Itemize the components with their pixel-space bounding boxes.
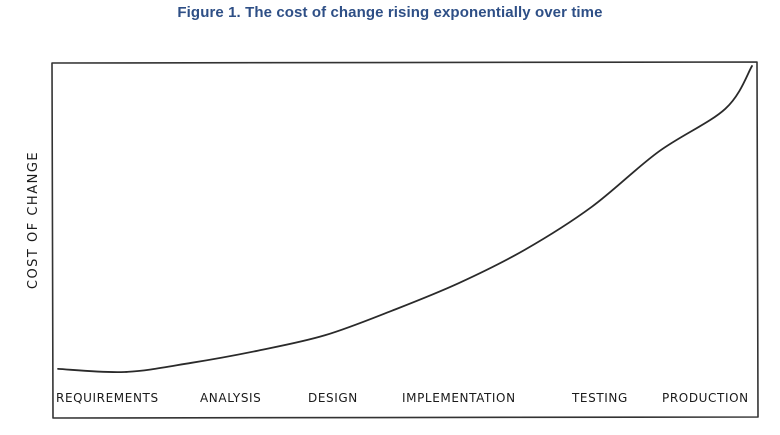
x-category-label: IMPLEMENTATION: [402, 391, 516, 405]
chart-frame-border: [51, 61, 759, 419]
figure-title: Figure 1. The cost of change rising expo…: [177, 4, 603, 21]
y-axis-label: COST OF CHANGE: [26, 151, 41, 289]
x-category-label: PRODUCTION: [662, 391, 749, 405]
x-category-label: REQUIREMENTS: [56, 391, 159, 405]
chart-line-layer: [57, 65, 753, 374]
x-category-label: ANALYSIS: [200, 391, 261, 405]
chart-label-layer: REQUIREMENTS ANALYSIS DESIGN IMPLEMENTATION…: [26, 151, 749, 405]
x-category-label: TESTING: [571, 391, 628, 405]
x-category-label: DESIGN: [308, 391, 358, 405]
chart-frame: [51, 61, 759, 419]
cost-curve-line: [57, 65, 753, 374]
